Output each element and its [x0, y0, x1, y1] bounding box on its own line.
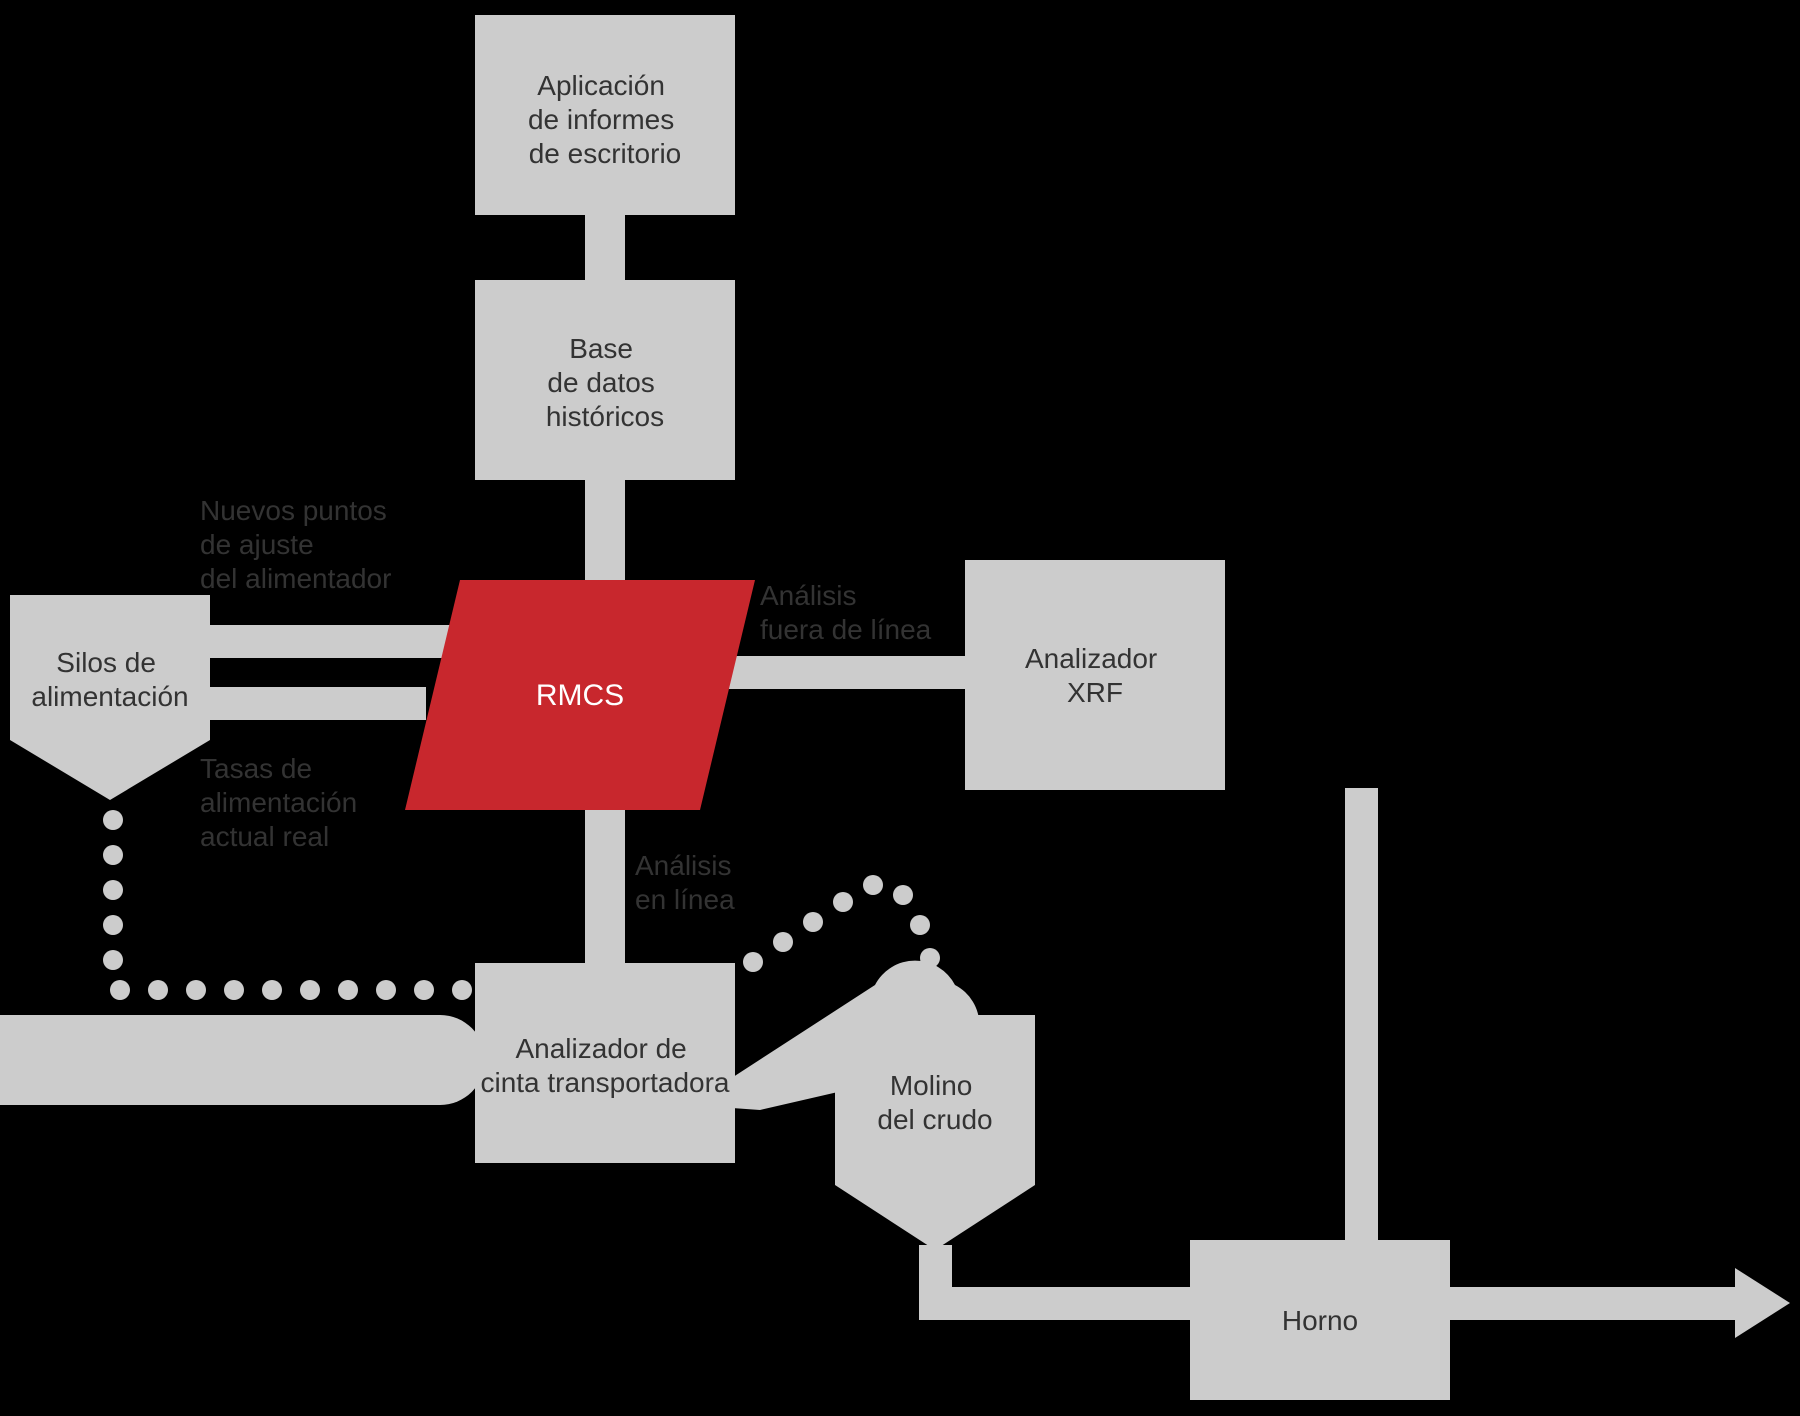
node-rawmill-line1: Molino	[890, 1070, 972, 1101]
material-dot	[743, 952, 763, 972]
conn-report-history	[585, 215, 625, 280]
process-flow-diagram: Aplicación de informes de escritorio Bas…	[0, 0, 1800, 1416]
svg-text:Aplicación de informes: Aplicación de informes de escritorio	[528, 70, 682, 169]
material-dot	[110, 980, 130, 1000]
node-kiln-label: Horno	[1282, 1305, 1358, 1336]
material-dot	[452, 980, 472, 1000]
node-silos-line1: Silos de	[56, 647, 156, 678]
node-belt-line2: cinta transportadora	[480, 1067, 729, 1098]
node-reporting: Aplicación de informes de escritorio	[475, 15, 735, 215]
node-xrf: Analizador XRF	[965, 560, 1225, 790]
material-dot	[376, 980, 396, 1000]
material-dot	[224, 980, 244, 1000]
material-dot	[920, 948, 940, 968]
node-history-line2: de datos	[547, 367, 654, 398]
node-belt-line1: Analizador de	[515, 1033, 686, 1064]
node-kiln: Horno	[1190, 1240, 1450, 1400]
material-dot	[103, 915, 123, 935]
svg-text:RMCS: RMCS	[536, 679, 624, 712]
material-dot	[925, 983, 945, 1003]
conn-rmcs-xrf	[715, 656, 967, 689]
node-history-line3: históricos	[546, 401, 664, 432]
material-dot	[262, 980, 282, 1000]
node-belt-analyzer: Analizador de cinta transportadora	[475, 963, 735, 1163]
material-dot	[863, 875, 883, 895]
material-dot	[103, 880, 123, 900]
node-history: Base de datos históricos	[475, 280, 735, 480]
label-new-setpoints: Nuevos puntos de ajuste del alimentador	[200, 495, 395, 594]
arrow-icon	[1735, 1268, 1790, 1338]
conn-silos-bottom	[210, 687, 426, 720]
node-rmcs-label: RMCS	[536, 679, 624, 712]
conn-mill-kiln-h	[919, 1287, 1192, 1320]
node-silos-line2: alimentación	[31, 681, 188, 712]
material-dot	[414, 980, 434, 1000]
material-dot	[103, 810, 123, 830]
material-dot	[910, 915, 930, 935]
node-silos: Silos de alimentación	[10, 595, 210, 800]
material-dot	[103, 845, 123, 865]
conn-rmcs-belt	[585, 808, 625, 965]
node-rawmill-line2: del crudo	[877, 1104, 992, 1135]
node-xrf-line2: XRF	[1067, 677, 1123, 708]
node-reporting-line3: de escritorio	[529, 138, 682, 169]
material-dot	[893, 885, 913, 905]
node-history-line1: Base	[569, 333, 633, 364]
node-xrf-line1: Analizador	[1025, 643, 1157, 674]
node-rmcs: RMCS	[405, 580, 755, 810]
conveyor-main	[0, 1015, 485, 1105]
material-dot	[803, 912, 823, 932]
material-dot	[186, 980, 206, 1000]
material-dot	[773, 932, 793, 952]
node-rawmill: Molino del crudo	[835, 1015, 1035, 1250]
label-actual-rates: Tasas de alimentación actual real	[200, 753, 365, 852]
node-reporting-line1: Aplicación	[537, 70, 665, 101]
material-dot	[148, 980, 168, 1000]
svg-text:Horno: Horno	[1282, 1305, 1358, 1336]
material-dot	[833, 892, 853, 912]
material-dot	[338, 980, 358, 1000]
conn-history-rmcs	[585, 478, 625, 581]
label-online-analysis: Análisis en línea	[635, 850, 739, 915]
node-reporting-line2: de informes	[528, 104, 674, 135]
material-dot	[103, 950, 123, 970]
conn-silos-top	[210, 625, 450, 658]
label-offline-analysis: Análisis fuera de línea	[760, 580, 932, 645]
material-dot	[300, 980, 320, 1000]
